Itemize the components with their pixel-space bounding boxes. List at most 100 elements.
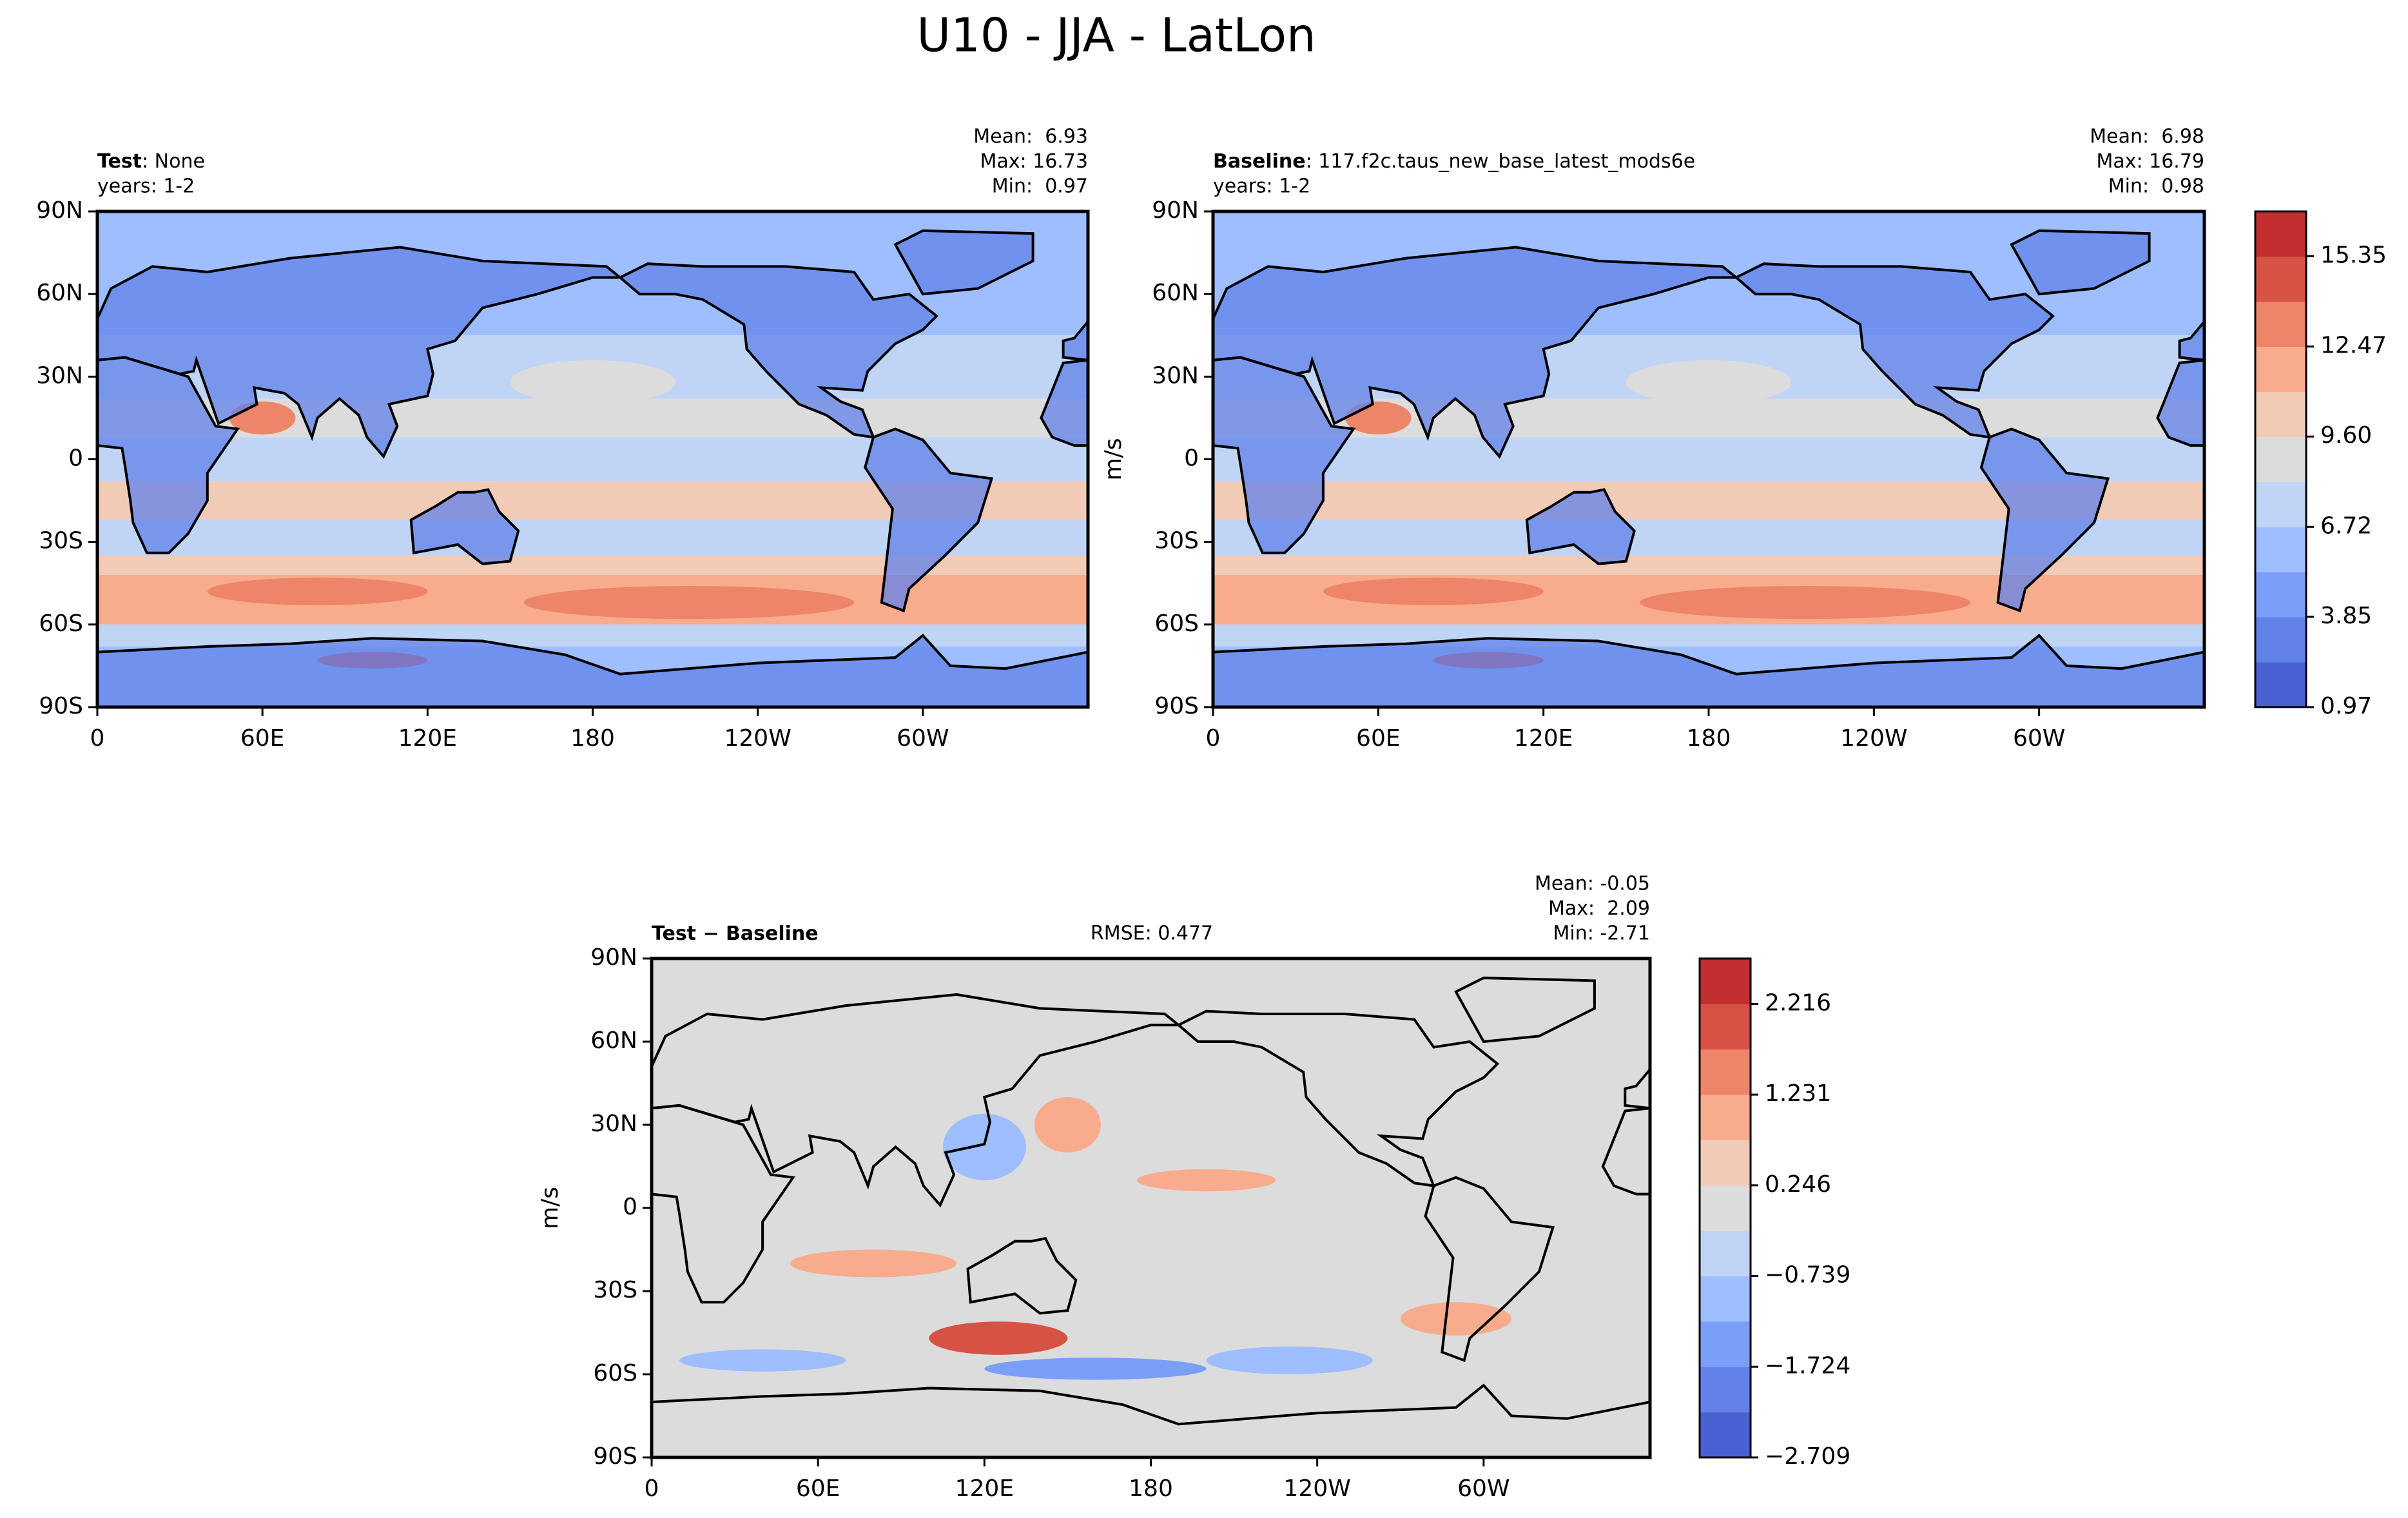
x-tick-label: 180 [570,725,615,752]
panel-label: Test − Baseline [652,922,819,945]
colorbar-bin [2255,482,2306,527]
units-label: m/s [1100,438,1127,481]
x-tick-label: 60E [1356,725,1401,752]
panel-label-bold: Baseline [1213,150,1306,173]
field-blob [523,586,855,619]
coastline [1040,358,1088,447]
y-tick-label: 60N [36,280,83,306]
x-tick-label: 180 [1129,1475,1173,1502]
field-blob [1400,1302,1511,1336]
x-tick-label: 0 [90,725,105,752]
colorbar-bin [2255,617,2306,663]
colorbar-tick-label: −0.739 [1765,1262,1850,1289]
y-tick-label: 90N [1152,197,1199,224]
field-blob [510,360,675,405]
coastline [1525,488,1636,565]
x-tick-label: 60E [240,725,285,752]
coastline [97,246,624,459]
x-tick-label: 60W [897,725,949,752]
colorbar-bin [2255,346,2306,393]
x-tick-label: 120W [724,725,791,752]
coastline [864,427,994,613]
x-tick-label: 120E [1514,725,1573,752]
colorbar-frame [2254,210,2307,708]
colorbar-tick-label: 3.85 [2320,603,2372,629]
y-tick-label: 90S [1154,693,1199,719]
field-band [97,624,1088,647]
field-blob [984,1357,1207,1380]
colorbar-bin [2255,301,2306,347]
colorbar-bin [1700,1004,1751,1050]
field-blob [942,1113,1026,1180]
colorbar-bin [1700,1321,1751,1367]
x-tick-label: 120E [398,725,457,752]
y-tick-label: 60S [593,1360,637,1387]
panel-stat: Mean: 6.98 [2090,126,2204,148]
colorbar-bin [1700,1367,1751,1413]
y-tick-label: 90N [590,944,637,971]
panel-label-bold: Test [97,150,142,173]
coastline [409,488,520,565]
x-tick-label: 0 [1206,725,1221,752]
y-tick-label: 0 [1184,445,1199,472]
coastline [652,1383,1650,1457]
panel-label-bold: Test − Baseline [652,922,819,945]
field-blob [1034,1097,1102,1153]
colorbar-tick-label: 15.35 [2320,242,2387,269]
coastline [1979,427,2110,613]
panel-label-text: : None [142,150,205,173]
colorbar-tick-label: 6.72 [2320,512,2372,539]
colorbar-tick-label: 0.246 [1765,1171,1831,1198]
colorbar-bin [1700,1140,1751,1186]
coastline [1062,319,1088,362]
colorbar-tick-label: 12.47 [2320,333,2387,359]
x-tick-label: 120W [1840,725,1907,752]
colorbar-bin [2255,256,2306,302]
coastline [652,993,1183,1208]
colorbar-tick-label: 9.60 [2320,422,2372,449]
panel-rmse: RMSE: 0.477 [1091,922,1213,945]
field-blob [790,1249,957,1278]
panel-stat: Min: -2.71 [1553,922,1651,945]
y-tick-label: 30N [1152,362,1199,389]
field-blob [1136,1169,1276,1192]
colorbar-tick-label: 1.231 [1765,1080,1831,1107]
panel-label-text: : 117.f2c.taus_new_base_latest_mods6e [1306,150,1696,173]
colorbar-bin [1700,1412,1751,1458]
y-tick-label: 90S [593,1443,637,1470]
colorbar-bin [1700,1185,1751,1231]
y-tick-label: 0 [623,1194,637,1220]
coastline [1454,977,1596,1044]
x-tick-label: 60W [1457,1475,1510,1502]
colorbar-tick-label: −2.709 [1765,1443,1850,1470]
panel-years: years: 1-2 [1213,175,1310,198]
colorbar-tick-label: 0.97 [2320,693,2372,719]
y-tick-label: 30N [590,1111,637,1137]
colorbar-bin [1700,958,1751,1004]
map-field [1213,211,2204,707]
colorbar-bin [2255,391,2306,438]
coastline [1601,1107,1650,1196]
units-label: m/s [537,1187,563,1229]
colorbar-bin [2255,436,2306,482]
y-tick-label: 60S [39,610,83,637]
panel-stat: Max: 16.73 [980,150,1088,173]
colorbar-tick-label: −1.724 [1765,1352,1850,1379]
field-blob [1323,578,1544,605]
coastline [893,229,1034,296]
x-tick-label: 180 [1687,725,1731,752]
colorbar-bin [2255,662,2306,708]
colorbar-bin [1700,1231,1751,1277]
y-tick-label: 30S [593,1277,637,1303]
colorbar-bin [1700,1276,1751,1322]
coastline [97,634,1088,707]
coastline [1734,262,2055,439]
field-blob [929,1321,1068,1355]
panel-stat: Mean: -0.05 [1535,873,1650,895]
y-tick-label: 60N [590,1027,637,1054]
field-band [1213,624,2204,647]
y-tick-label: 60S [1154,610,1199,637]
colorbar-frame [1698,957,1752,1459]
field-blob [1640,586,1970,619]
